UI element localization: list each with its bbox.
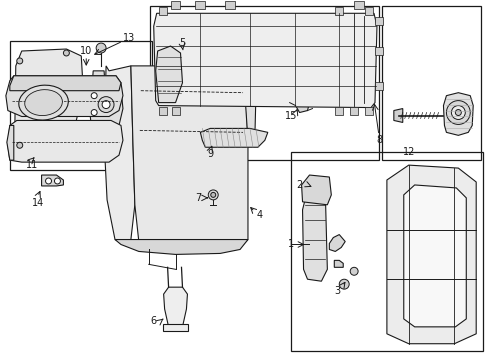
Bar: [374, 17, 382, 25]
Circle shape: [91, 109, 97, 116]
Polygon shape: [89, 83, 122, 125]
Polygon shape: [393, 109, 402, 122]
Text: 4: 4: [256, 210, 263, 220]
Polygon shape: [291, 96, 309, 113]
Polygon shape: [403, 185, 466, 327]
Text: 15: 15: [284, 112, 296, 121]
Polygon shape: [244, 71, 255, 140]
Polygon shape: [41, 175, 63, 186]
Text: 2: 2: [296, 180, 302, 190]
Polygon shape: [131, 66, 247, 251]
Text: 10: 10: [80, 46, 92, 56]
Circle shape: [450, 105, 464, 120]
Text: 11: 11: [25, 160, 38, 170]
Circle shape: [454, 109, 460, 116]
Bar: [349, 107, 357, 114]
Polygon shape: [334, 260, 343, 267]
Circle shape: [210, 192, 215, 197]
Polygon shape: [8, 121, 122, 162]
Polygon shape: [386, 165, 475, 344]
Polygon shape: [301, 175, 331, 205]
Bar: [178, 57, 194, 69]
Bar: [365, 7, 372, 15]
Text: 14: 14: [31, 198, 43, 208]
Text: 3: 3: [333, 286, 340, 296]
Bar: [335, 107, 343, 114]
Circle shape: [91, 93, 97, 99]
Circle shape: [98, 96, 114, 113]
Circle shape: [96, 43, 106, 53]
Bar: [180, 59, 184, 67]
Polygon shape: [91, 71, 106, 140]
Polygon shape: [155, 46, 182, 103]
Polygon shape: [115, 239, 247, 255]
Polygon shape: [170, 1, 180, 9]
Text: 6: 6: [150, 316, 157, 326]
Bar: [158, 107, 166, 114]
Circle shape: [45, 178, 51, 184]
Circle shape: [17, 58, 22, 64]
Polygon shape: [153, 13, 376, 108]
Polygon shape: [163, 324, 188, 331]
Bar: [335, 7, 343, 15]
Polygon shape: [6, 76, 122, 117]
Bar: [149, 6, 378, 160]
Polygon shape: [224, 1, 235, 9]
Text: 1: 1: [287, 239, 293, 249]
Bar: [365, 107, 372, 114]
Text: 5: 5: [179, 38, 185, 48]
Circle shape: [17, 142, 22, 148]
Bar: [10, 41, 151, 170]
Text: 13: 13: [122, 33, 135, 43]
Ellipse shape: [25, 90, 62, 116]
Polygon shape: [443, 93, 472, 135]
Polygon shape: [195, 1, 205, 9]
Polygon shape: [200, 129, 267, 147]
Circle shape: [54, 178, 61, 184]
Text: 9: 9: [207, 149, 213, 159]
Circle shape: [349, 267, 357, 275]
Bar: [290, 152, 482, 351]
Polygon shape: [10, 76, 121, 91]
Bar: [158, 7, 166, 15]
Polygon shape: [353, 1, 364, 9]
Polygon shape: [163, 287, 187, 327]
Polygon shape: [104, 66, 135, 242]
Polygon shape: [302, 188, 326, 281]
Text: 12: 12: [402, 147, 414, 157]
Bar: [374, 82, 382, 90]
Bar: [381, 6, 480, 160]
Circle shape: [102, 100, 110, 109]
Circle shape: [208, 190, 218, 200]
Ellipse shape: [19, 85, 68, 120]
Bar: [188, 59, 192, 67]
Circle shape: [63, 50, 69, 56]
Bar: [171, 107, 179, 114]
Text: 8: 8: [375, 135, 381, 145]
Polygon shape: [7, 125, 14, 160]
Polygon shape: [15, 49, 83, 155]
Polygon shape: [328, 235, 345, 251]
Bar: [374, 47, 382, 55]
Circle shape: [339, 279, 348, 289]
Circle shape: [446, 100, 469, 125]
Text: 7: 7: [195, 193, 201, 203]
